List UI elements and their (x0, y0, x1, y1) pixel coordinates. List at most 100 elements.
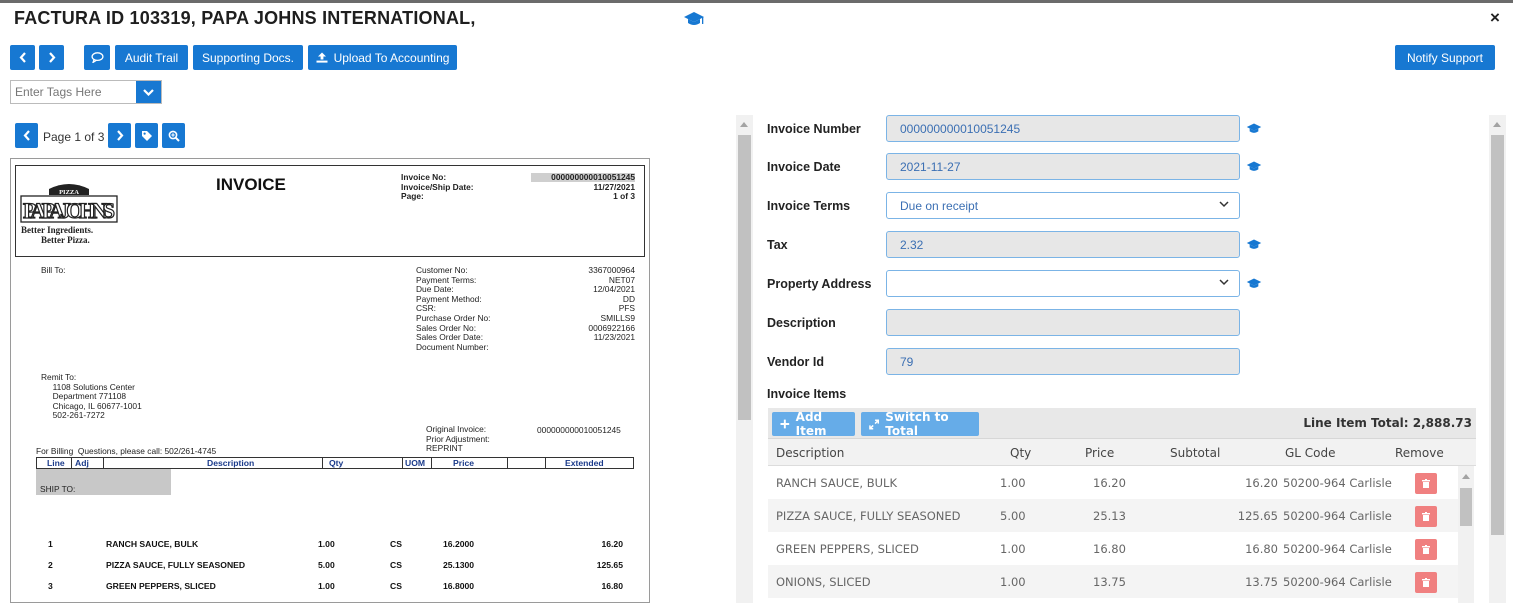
page-title: FACTURA ID 103319, PAPA JOHNS INTERNATIO… (14, 8, 476, 28)
row-gl-code[interactable]: 50200-964 Carlisle (1283, 542, 1392, 556)
add-item-button[interactable]: Add Item (772, 410, 855, 438)
page-indicator: Page 1 of 3 (43, 130, 105, 144)
audit-trail-button[interactable]: Audit Trail (115, 45, 188, 70)
col-header-price: Price (1085, 446, 1115, 460)
switch-icon (869, 419, 880, 429)
form-scrollbar-left[interactable] (736, 115, 753, 603)
scroll-up-arrow[interactable] (1462, 474, 1470, 479)
document-header-box (15, 165, 645, 257)
upload-to-accounting-label: Upload To Accounting (333, 50, 450, 65)
tax-field[interactable]: 2.32 (886, 231, 1240, 258)
col-divider (507, 458, 508, 469)
billing-questions-text: For Billing Questions, please call: 502/… (36, 446, 217, 456)
invoice-number-label: Invoice Number (767, 122, 861, 136)
line-extended: 16.20 (601, 539, 623, 549)
form-scrollbar-right[interactable] (1489, 115, 1506, 603)
row-gl-code[interactable]: 50200-964 Carlisle (1283, 476, 1392, 490)
document-header-labels: Invoice No: Invoice/Ship Date: Page: (401, 172, 474, 202)
scroll-up-arrow[interactable] (1493, 122, 1501, 127)
trash-icon (1422, 479, 1430, 488)
notify-support-button[interactable]: Notify Support (1395, 45, 1495, 70)
line-number: 1 (48, 539, 53, 549)
line-description: PIZZA SAUCE, FULLY SEASONED (106, 560, 246, 570)
invoice-terms-label: Invoice Terms (767, 199, 851, 213)
upload-icon (316, 52, 328, 63)
property-address-select[interactable] (886, 270, 1240, 297)
line-number: 2 (48, 560, 53, 570)
row-qty: 1.00 (1000, 575, 1026, 589)
line-description: GREEN PEPPERS, SLICED (106, 581, 216, 591)
close-icon[interactable]: × (1490, 8, 1500, 27)
grid-header: Description Qty Price Subtotal GL Code R… (768, 439, 1476, 466)
row-subtotal: 16.20 (1245, 476, 1278, 490)
document-table-header: Line Adj Description Qty UOM Price Exten… (36, 457, 634, 469)
table-row: RANCH SAUCE, BULK 1.00 16.20 16.20 50200… (768, 466, 1458, 499)
graduation-cap-icon[interactable] (1246, 238, 1262, 251)
invoice-terms-select[interactable]: Due on receipt (886, 192, 1240, 219)
line-qty: 5.00 (318, 560, 335, 570)
graduation-cap-icon[interactable] (1246, 277, 1262, 290)
tag-icon (141, 130, 152, 141)
description-field[interactable] (886, 309, 1240, 336)
tags-field[interactable] (10, 80, 162, 104)
row-qty: 1.00 (1000, 476, 1026, 490)
next-button[interactable] (39, 45, 64, 70)
scroll-thumb[interactable] (1491, 135, 1504, 535)
page-previous-button[interactable] (15, 123, 38, 148)
line-qty: 1.00 (318, 581, 335, 591)
upload-to-accounting-button[interactable]: Upload To Accounting (308, 45, 457, 70)
remove-row-button[interactable] (1415, 473, 1437, 494)
col-price: Price (453, 458, 475, 468)
vendor-id-field[interactable]: 79 (886, 348, 1240, 375)
remove-row-button[interactable] (1415, 539, 1437, 560)
switch-to-total-button[interactable]: Switch to Total (861, 410, 979, 438)
supporting-docs-button[interactable]: Supporting Docs. (193, 45, 303, 70)
row-subtotal: 13.75 (1245, 575, 1278, 589)
invoice-items-grid: Add Item Switch to Total Line Item Total… (768, 408, 1476, 603)
col-divider (545, 458, 546, 469)
previous-button[interactable] (10, 45, 35, 70)
row-price: 13.75 (1093, 575, 1126, 589)
col-header-gl-code: GL Code (1285, 446, 1336, 460)
row-gl-code[interactable]: 50200-964 Carlisle (1283, 575, 1392, 589)
items-scrollbar[interactable] (1458, 466, 1474, 603)
invoice-items-title: Invoice Items (767, 387, 847, 401)
zoom-button[interactable] (162, 123, 185, 148)
col-divider (71, 458, 72, 469)
property-address-label: Property Address (767, 277, 872, 291)
tag-page-button[interactable] (135, 123, 158, 148)
col-divider (402, 458, 403, 469)
remove-row-button[interactable] (1415, 506, 1437, 527)
plus-icon (780, 419, 790, 429)
row-gl-code[interactable]: 50200-964 Carlisle (1283, 509, 1392, 523)
invoice-number-field[interactable]: 000000000010051245 (886, 115, 1240, 142)
tags-dropdown-button[interactable] (136, 81, 161, 103)
col-header-qty: Qty (1010, 446, 1032, 460)
graduation-cap-icon[interactable] (1246, 122, 1262, 135)
remove-row-button[interactable] (1415, 572, 1437, 593)
svg-text:Better Pizza.: Better Pizza. (41, 235, 90, 245)
tags-input[interactable] (11, 81, 136, 103)
remit-to-block: Remit To: 1108 Solutions Center Departme… (41, 372, 142, 421)
graduation-cap-icon[interactable] (1246, 160, 1262, 173)
comment-icon (90, 52, 104, 63)
row-subtotal: 125.65 (1237, 509, 1278, 523)
col-description: Description (207, 458, 255, 468)
col-header-remove: Remove (1395, 446, 1444, 460)
papa-johns-logo: PIZZA PAPA JOHNS Better Ingredients. Bet… (20, 184, 118, 245)
svg-text:PAPA JOHNS: PAPA JOHNS (23, 198, 115, 223)
col-extended: Extended (565, 458, 604, 468)
comments-button[interactable] (84, 45, 110, 70)
page-next-button[interactable] (108, 123, 131, 148)
graduation-cap-icon[interactable] (683, 10, 705, 28)
chevron-right-icon (48, 52, 55, 63)
scroll-thumb[interactable] (1460, 488, 1472, 526)
invoice-date-field[interactable]: 2021-11-27 (886, 153, 1240, 180)
invoice-number-highlight (531, 173, 635, 182)
scroll-thumb[interactable] (738, 135, 751, 420)
line-price: 16.8000 (443, 581, 475, 591)
scroll-up-arrow[interactable] (740, 122, 748, 127)
row-description: GREEN PEPPERS, SLICED (776, 542, 919, 556)
row-price: 25.13 (1093, 509, 1126, 523)
invoice-date-label: Invoice Date (767, 160, 841, 174)
